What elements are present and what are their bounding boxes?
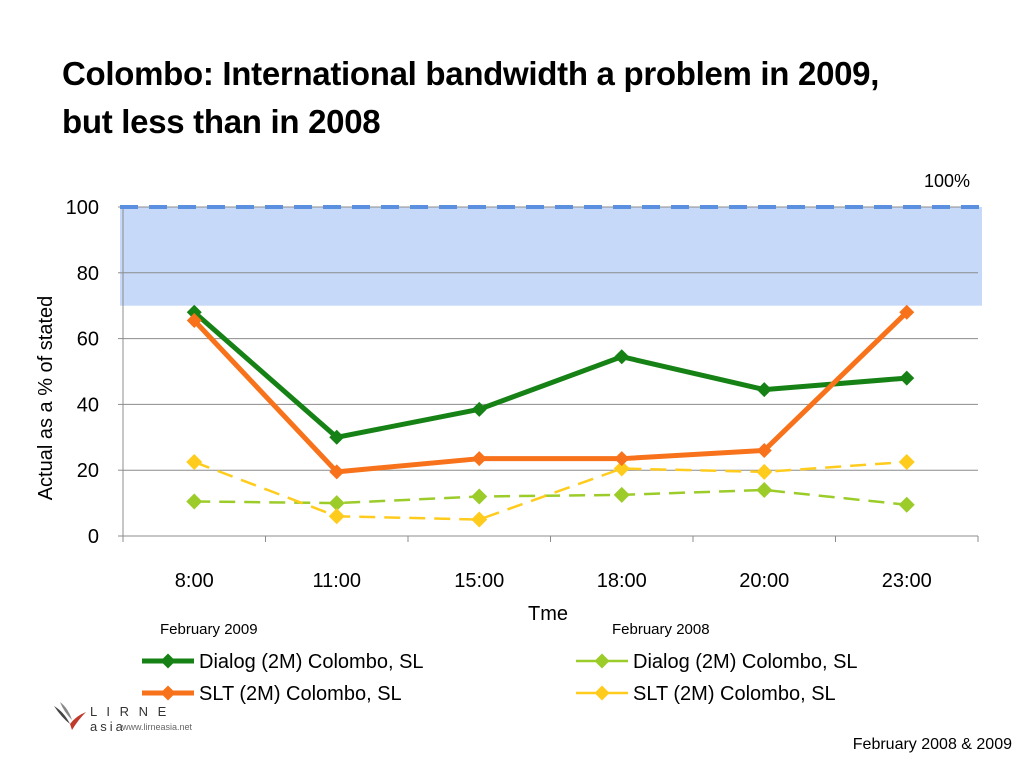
- data-point: [471, 511, 488, 528]
- logo-mark-icon: [54, 702, 86, 730]
- footnote-date: February 2008 & 2009: [852, 736, 1012, 753]
- logo-url: www.lirneasia.net: [122, 722, 193, 732]
- y-tick-label: 40: [77, 394, 99, 416]
- legend-swatch-marker: [160, 685, 176, 701]
- lirneasia-logo: L I R N E asia www.lirneasia.net: [50, 698, 210, 738]
- data-point: [899, 304, 915, 320]
- data-point: [328, 508, 345, 525]
- data-point: [756, 382, 772, 398]
- x-tick-label: 23:00: [882, 570, 932, 592]
- data-point: [328, 495, 345, 512]
- y-axis-title: Actual as a % of stated: [35, 296, 57, 501]
- series-line: [193, 460, 907, 521]
- series-line: [194, 488, 907, 506]
- slide-title: Colombo: International bandwidth a probl…: [62, 50, 1002, 146]
- y-tick-label: 60: [77, 329, 99, 351]
- series-line: [192, 310, 907, 440]
- legend-group-title: February 2008: [612, 621, 710, 638]
- x-tick-label: 15:00: [454, 570, 504, 592]
- data-point: [898, 453, 915, 470]
- series-line: [192, 310, 909, 475]
- legend-swatch-marker: [160, 653, 176, 669]
- data-point: [613, 460, 630, 477]
- title-line-1: Colombo: International bandwidth a probl…: [62, 55, 880, 92]
- data-point: [756, 463, 773, 480]
- legend-label: Dialog (2M) Colombo, SL: [633, 651, 858, 673]
- data-point: [471, 451, 487, 467]
- y-tick-label: 0: [88, 526, 99, 548]
- x-tick-label: 18:00: [597, 570, 647, 592]
- x-tick-label: 20:00: [739, 570, 789, 592]
- legend-swatch-marker: [594, 653, 610, 669]
- target-band: [120, 207, 982, 306]
- data-point: [614, 451, 630, 467]
- reference-line-label: 100%: [924, 171, 970, 191]
- y-tick-label: 20: [77, 460, 99, 482]
- legend-label: SLT (2M) Colombo, SL: [633, 683, 836, 705]
- y-tick-label: 80: [77, 263, 99, 285]
- x-tick-label: 8:00: [175, 570, 214, 592]
- x-tick-label: 11:00: [312, 570, 361, 592]
- data-point: [186, 313, 202, 329]
- y-tick-label: 100: [66, 197, 99, 219]
- data-point: [899, 370, 915, 386]
- legend-label: SLT (2M) Colombo, SL: [199, 683, 402, 705]
- legend-swatch-marker: [594, 685, 610, 701]
- legend-label: Dialog (2M) Colombo, SL: [199, 651, 424, 673]
- data-point: [186, 453, 203, 470]
- data-point: [756, 481, 773, 498]
- data-point: [186, 493, 203, 510]
- legend-group-title: February 2009: [160, 621, 258, 638]
- x-axis-title: Tme: [528, 603, 568, 625]
- data-point: [756, 442, 772, 458]
- data-point: [614, 349, 630, 365]
- data-point: [471, 488, 488, 505]
- title-line-2: but less than in 2008: [62, 103, 381, 140]
- data-point: [186, 304, 202, 320]
- data-point: [613, 486, 630, 503]
- data-point: [329, 429, 345, 445]
- logo-text: L I R N E asia: [90, 704, 170, 734]
- data-point: [471, 401, 487, 417]
- data-point: [329, 464, 345, 480]
- data-point: [898, 496, 915, 513]
